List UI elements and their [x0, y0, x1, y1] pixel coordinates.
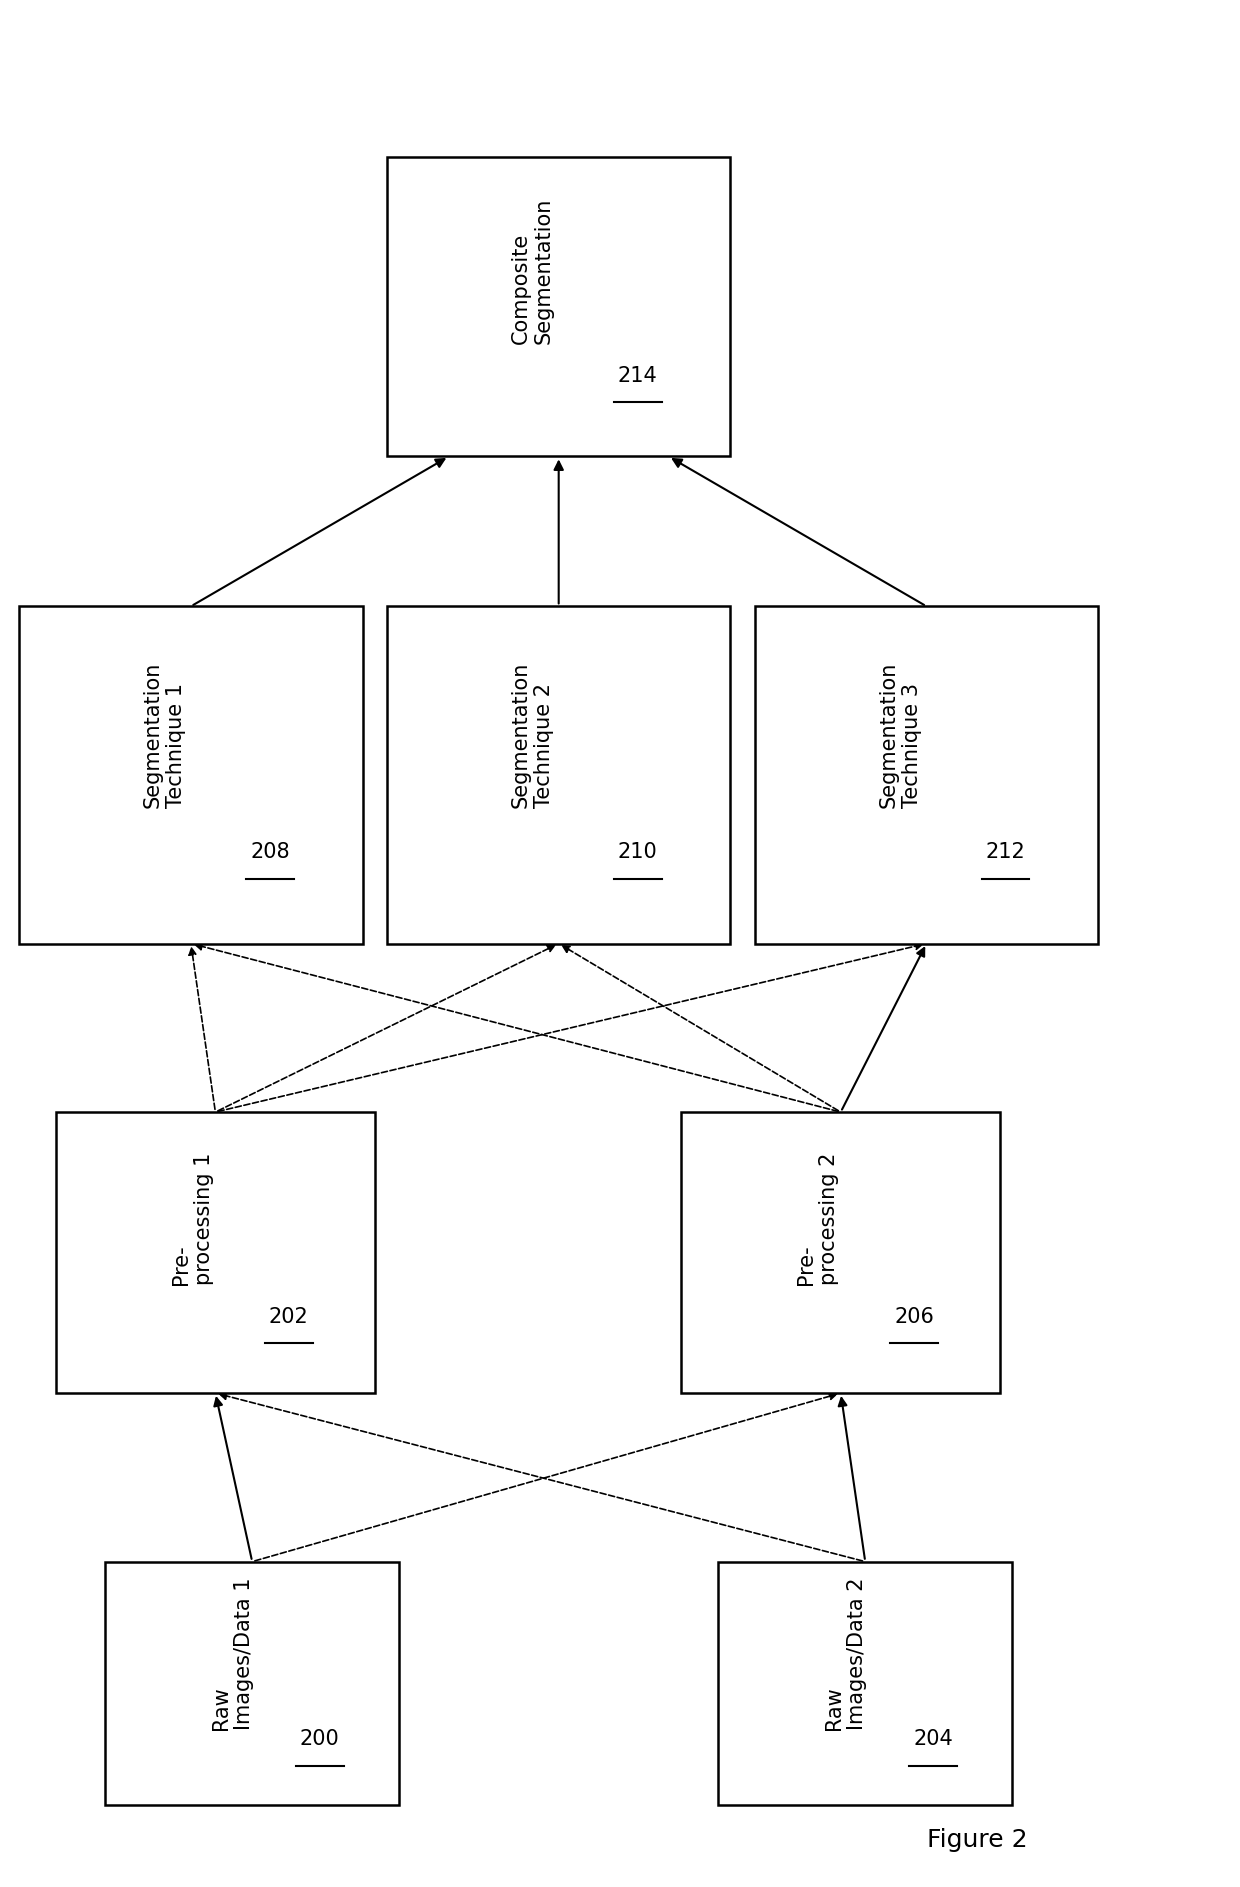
FancyBboxPatch shape — [56, 1111, 374, 1393]
Text: 206: 206 — [894, 1308, 934, 1327]
Text: Figure 2: Figure 2 — [926, 1829, 1027, 1851]
FancyBboxPatch shape — [19, 606, 362, 944]
Text: Pre-
processing 2: Pre- processing 2 — [796, 1153, 839, 1285]
FancyBboxPatch shape — [387, 606, 730, 944]
Text: 204: 204 — [913, 1728, 952, 1749]
FancyBboxPatch shape — [105, 1562, 399, 1806]
Text: Raw
Images/Data 2: Raw Images/Data 2 — [825, 1578, 867, 1730]
Text: 212: 212 — [986, 842, 1025, 862]
FancyBboxPatch shape — [681, 1111, 1001, 1393]
Text: Segmentation
Technique 3: Segmentation Technique 3 — [878, 660, 921, 808]
FancyBboxPatch shape — [755, 606, 1099, 944]
Text: Pre-
processing 1: Pre- processing 1 — [171, 1153, 215, 1285]
Text: 214: 214 — [618, 366, 657, 385]
Text: Raw
Images/Data 1: Raw Images/Data 1 — [211, 1578, 254, 1730]
FancyBboxPatch shape — [387, 157, 730, 457]
Text: Segmentation
Technique 2: Segmentation Technique 2 — [511, 660, 554, 808]
Text: 200: 200 — [300, 1728, 340, 1749]
Text: 202: 202 — [269, 1308, 309, 1327]
Text: 208: 208 — [250, 842, 290, 862]
Text: Composite
Segmentation: Composite Segmentation — [511, 198, 554, 343]
Text: Segmentation
Technique 1: Segmentation Technique 1 — [143, 660, 186, 808]
FancyBboxPatch shape — [718, 1562, 1012, 1806]
Text: 210: 210 — [618, 842, 657, 862]
